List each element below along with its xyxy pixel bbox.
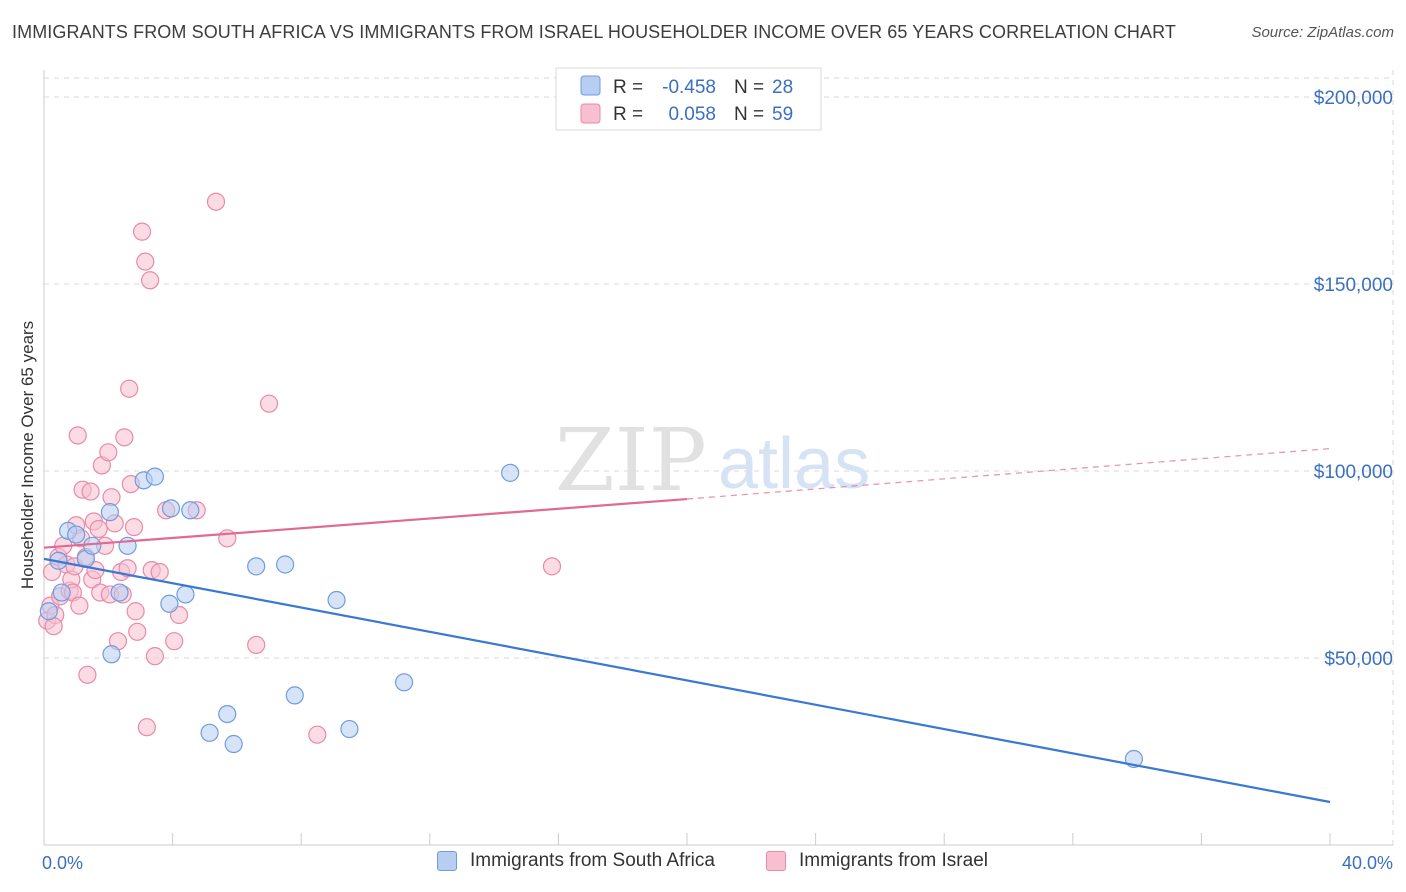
point-israel-37 xyxy=(124,517,144,537)
point-israel-13 xyxy=(70,596,89,615)
point-israel-35 xyxy=(120,379,139,398)
point-south-africa-16 xyxy=(218,704,237,724)
point-south-africa-19 xyxy=(276,555,295,574)
legend-box: R = -0.458 N = 28 R = 0.058 N = 59 xyxy=(555,67,822,131)
trend-line-south-africa xyxy=(43,557,1331,804)
point-south-africa-20 xyxy=(285,686,304,705)
trend-layer xyxy=(43,447,1331,804)
legend-r-label-2: R = xyxy=(613,104,643,125)
legend-n-label-2: N = xyxy=(734,104,764,125)
point-israel-53 xyxy=(247,635,266,655)
point-israel-18 xyxy=(81,482,100,501)
point-south-africa-11 xyxy=(160,594,179,613)
point-israel-17 xyxy=(78,665,97,684)
point-israel-48 xyxy=(165,632,184,651)
point-israel-28 xyxy=(102,488,121,507)
y-axis-label: Householder Income Over 65 years xyxy=(18,321,37,589)
watermark: ZIP atlas xyxy=(555,411,870,511)
point-south-africa-25 xyxy=(110,583,129,602)
point-south-africa-8 xyxy=(102,645,121,664)
point-south-africa-13 xyxy=(176,585,195,604)
point-israel-42 xyxy=(137,718,156,737)
legend-n-value-2: 59 xyxy=(772,104,793,125)
point-israel-54 xyxy=(259,394,279,413)
y-tick-label-0: $50,000 xyxy=(1324,649,1393,670)
point-south-africa-3 xyxy=(67,525,86,544)
point-south-africa-21 xyxy=(327,590,346,610)
point-south-africa-24 xyxy=(501,463,520,482)
point-south-africa-17 xyxy=(224,734,243,754)
legend-swatch-israel-bottom xyxy=(766,851,786,871)
point-south-africa-23 xyxy=(394,673,414,692)
point-south-africa-15 xyxy=(200,723,219,742)
legend-n-label-1: N = xyxy=(734,77,764,98)
point-israel-43 xyxy=(140,271,160,290)
trend-line-israel-extension xyxy=(686,447,1331,500)
legend-r-value-1: -0.458 xyxy=(662,77,716,98)
legend-item-south-africa: Immigrants from South Africa xyxy=(437,850,715,872)
point-israel-57 xyxy=(68,426,87,445)
point-israel-51 xyxy=(206,192,226,211)
point-israel-33 xyxy=(115,428,134,447)
legend-swatch-south-africa xyxy=(580,75,601,96)
x-tick-label-max: 40.0% xyxy=(1342,853,1393,873)
point-israel-26 xyxy=(99,443,118,462)
legend-swatch-south-africa-bottom xyxy=(437,851,457,871)
point-israel-56 xyxy=(542,557,562,576)
point-israel-46 xyxy=(150,562,169,582)
point-israel-22 xyxy=(89,519,108,539)
legend-r-label-1: R = xyxy=(613,77,643,98)
point-south-africa-12 xyxy=(161,499,181,518)
watermark-atlas: atlas xyxy=(718,424,870,504)
bottom-legend: Immigrants from South Africa Immigrants … xyxy=(0,850,1406,878)
point-south-africa-18 xyxy=(247,557,266,576)
point-south-africa-6 xyxy=(100,503,120,522)
point-south-africa-0 xyxy=(39,602,58,621)
point-south-africa-5 xyxy=(83,536,102,555)
legend-swatch-israel xyxy=(580,103,601,124)
y-tick-labels: $50,000 $100,000 $150,000 $200,000 xyxy=(1314,88,1393,670)
legend-item-israel: Immigrants from Israel xyxy=(766,850,988,872)
point-south-africa-26 xyxy=(52,583,71,602)
trend-line-israel xyxy=(43,497,688,549)
point-israel-40 xyxy=(132,222,152,241)
chart-source: Source: ZipAtlas.com xyxy=(1251,24,1394,41)
legend-r-value-2: 0.058 xyxy=(668,104,716,125)
axis-layer xyxy=(43,70,1393,846)
y-tick-label-1: $100,000 xyxy=(1314,462,1393,483)
point-israel-39 xyxy=(128,622,147,641)
point-israel-55 xyxy=(308,725,327,744)
y-tick-label-2: $150,000 xyxy=(1314,275,1393,296)
y-tick-label-3: $200,000 xyxy=(1314,88,1393,109)
point-south-africa-10 xyxy=(145,467,165,486)
legend-label-israel: Immigrants from Israel xyxy=(799,850,988,871)
point-south-africa-14 xyxy=(181,501,200,520)
watermark-zip: ZIP xyxy=(555,411,707,511)
point-israel-45 xyxy=(145,647,165,666)
point-israel-38 xyxy=(126,602,145,621)
point-israel-41 xyxy=(136,252,155,271)
legend-n-value-1: 28 xyxy=(772,77,793,98)
legend-label-south-africa: Immigrants from South Africa xyxy=(470,850,715,871)
point-israel-34 xyxy=(118,559,137,578)
x-tick-label-min: 0.0% xyxy=(42,853,83,873)
chart-title: IMMIGRANTS FROM SOUTH AFRICA VS IMMIGRAN… xyxy=(12,22,1176,42)
point-south-africa-22 xyxy=(340,719,359,739)
